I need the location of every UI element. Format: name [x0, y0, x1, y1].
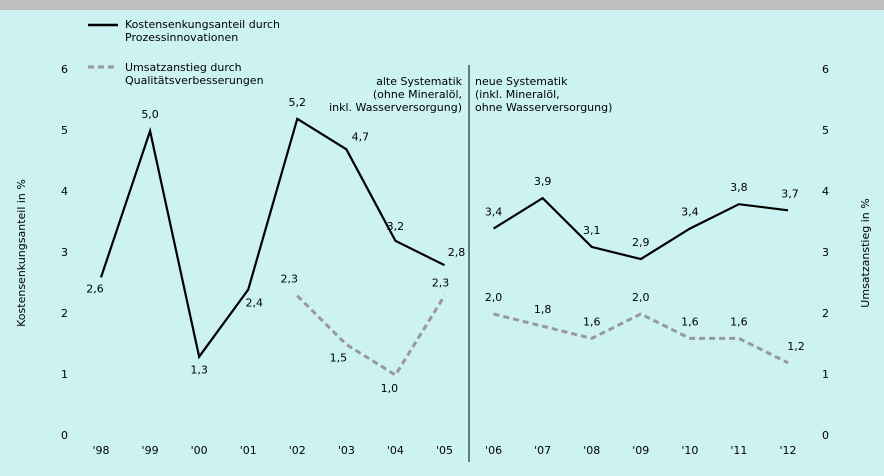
data-label: 3,1: [583, 224, 601, 237]
series-line: [296, 294, 446, 378]
x-tick-label: '02: [289, 444, 306, 457]
y-tick-label: 5: [61, 124, 68, 137]
x-tick-label: '98: [92, 444, 109, 457]
y-tick-label: 1: [61, 368, 68, 381]
x-tick-label: '01: [240, 444, 257, 457]
legend-label: Kostensenkungsanteil durch Prozessinnova…: [125, 18, 280, 44]
annotation: alte Systematik (ohne Mineralöl, inkl. W…: [329, 75, 462, 114]
y-tick-label: 4: [61, 185, 68, 198]
y-tick-label: 3: [61, 246, 68, 259]
data-label: 1,5: [330, 352, 348, 365]
data-label: 3,4: [485, 206, 503, 219]
y2-axis-label: Umsatzanstieg in %: [859, 198, 872, 307]
x-tick-label: '99: [142, 444, 159, 457]
data-label: 2,0: [632, 291, 650, 304]
y2-tick-label: 1: [822, 368, 829, 381]
data-label: 3,4: [681, 206, 699, 219]
data-label: 2,0: [485, 291, 503, 304]
legend-label: Umsatzanstieg durch Qualitätsverbesserun…: [125, 61, 264, 87]
annotation: neue Systematik (inkl. Mineralöl, ohne W…: [475, 75, 613, 114]
x-tick-label: '00: [191, 444, 208, 457]
data-label: 5,2: [289, 96, 307, 109]
x-tick-label: '06: [485, 444, 502, 457]
data-label: 3,2: [387, 220, 405, 233]
data-label: 2,3: [432, 277, 450, 290]
x-tick-label: '05: [436, 444, 453, 457]
data-label: 1,0: [381, 382, 399, 395]
x-tick-label: '07: [534, 444, 551, 457]
top-bar: [0, 0, 884, 10]
data-label: 2,4: [245, 297, 263, 310]
x-tick-label: '03: [338, 444, 355, 457]
series-line: [493, 312, 789, 365]
data-label: 3,8: [730, 181, 748, 194]
data-label: 3,9: [534, 175, 552, 188]
data-label: 1,6: [730, 315, 748, 328]
data-label: 1,6: [583, 315, 601, 328]
x-tick-label: '12: [779, 444, 796, 457]
y2-tick-label: 6: [822, 63, 829, 76]
y2-tick-label: 3: [822, 246, 829, 259]
y-tick-label: 0: [61, 429, 68, 442]
data-label: 1,8: [534, 303, 552, 316]
y-axis-label: Kostensenkungsanteil in %: [15, 179, 28, 327]
data-label: 1,2: [787, 340, 805, 353]
y-tick-label: 2: [61, 307, 68, 320]
x-tick-label: '08: [583, 444, 600, 457]
data-label: 5,0: [141, 108, 159, 121]
data-label: 1,3: [190, 364, 208, 377]
y2-tick-label: 4: [822, 185, 829, 198]
x-tick-label: '09: [632, 444, 649, 457]
y2-tick-label: 5: [822, 124, 829, 137]
y2-tick-label: 2: [822, 307, 829, 320]
series-line: [99, 117, 445, 360]
data-label: 2,6: [86, 282, 104, 295]
x-tick-label: '11: [730, 444, 747, 457]
data-label: 2,3: [281, 273, 299, 286]
x-tick-label: '04: [387, 444, 404, 457]
x-tick-label: '10: [681, 444, 698, 457]
data-label: 2,9: [632, 236, 650, 249]
data-label: 4,7: [352, 130, 370, 143]
data-label: 1,6: [681, 315, 699, 328]
series-line: [492, 196, 789, 261]
data-label: 3,7: [781, 187, 799, 200]
y-tick-label: 6: [61, 63, 68, 76]
y2-tick-label: 0: [822, 429, 829, 442]
data-label: 2,8: [448, 246, 466, 259]
